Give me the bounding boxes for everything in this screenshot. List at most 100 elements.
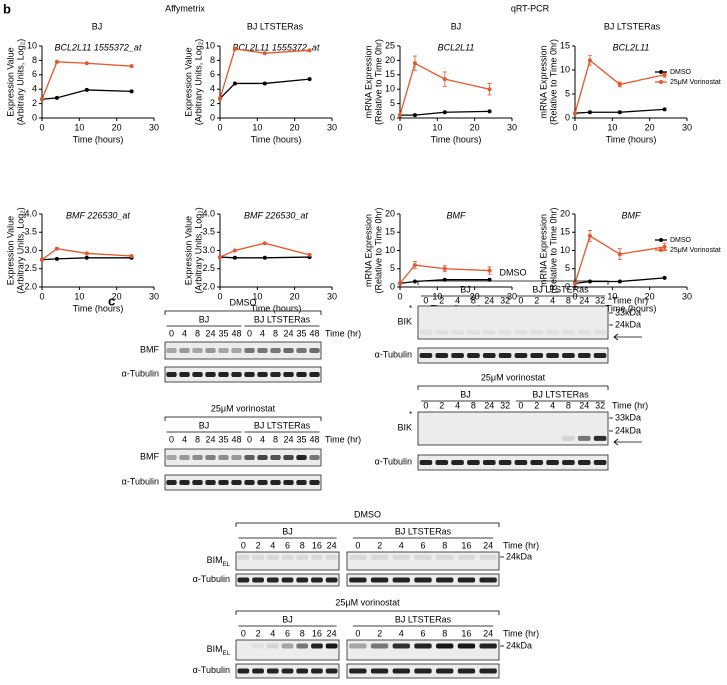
point [587,279,592,284]
series-line [574,277,665,284]
blot-title: 25μM vorinostat [211,403,276,413]
row-label-text: BIK [397,423,412,433]
y-axis-label: Expression Value [183,47,193,116]
lane-label: 24 [283,434,293,444]
band [435,436,448,441]
y-tick-label: 15 [385,69,395,79]
point [232,46,237,51]
band [266,554,279,560]
point [232,248,237,253]
band [205,372,216,377]
blot-membrane [164,448,322,467]
group-label: BJ [199,314,210,324]
y-tick-label: 5 [565,88,570,98]
lane-label: 0 [241,628,246,638]
band [311,668,323,674]
series-line [574,108,665,114]
band [457,643,476,649]
legend-marker [659,70,663,74]
row-label-text: α-Tubulin [375,457,412,467]
blot-title: 25μM vorinostat [481,372,546,382]
band [482,460,496,465]
band [311,643,323,649]
band [237,554,250,560]
band [231,372,242,377]
band [546,353,559,358]
time-label: Time (hr) [503,540,539,550]
bracket [235,610,500,615]
lane-label: 0 [247,328,252,338]
band [296,348,307,353]
y-tick-label: 15 [560,227,570,237]
x-tick-label: 10 [74,122,84,132]
lane-label: 16 [312,540,322,550]
x-tick-label: 20 [112,291,122,301]
y-tick-label: 10 [385,245,395,255]
x-tick-label: 10 [252,291,262,301]
band [309,455,320,460]
lane-label: 4 [182,328,187,338]
y-tick-label: 0 [390,112,395,122]
lane-label: 2 [534,295,539,305]
band [349,643,367,649]
blot-membrane [235,639,340,661]
band [166,372,177,377]
row-label: α-Tubulin [375,457,412,467]
band [283,480,294,485]
band [166,455,177,460]
blot-title: 25μM vorinostat [335,597,400,607]
lane-label: 6 [285,628,290,638]
y-tick-label: 10 [560,245,570,255]
x-axis-label: Time (hours) [606,134,657,144]
y-axis-label: (Relative to Time 0hr) [373,207,383,293]
y-axis-label: (Arbitrary Units, Log₂) [15,207,25,294]
blot-title: DMSO [500,267,527,277]
band [414,668,432,674]
y-tick-label: 4.0 [24,208,37,218]
x-tick-label: 10 [74,291,84,301]
band [414,554,432,560]
band [457,668,476,674]
band [479,577,497,583]
panel-label: c [108,293,115,308]
band [266,577,279,583]
x-tick-label: 30 [327,122,337,132]
point [412,113,417,118]
asterisk: * [409,410,412,419]
row-label-text: BMF [140,452,160,462]
point [307,77,312,82]
point [487,268,492,273]
band [530,436,543,441]
band [270,455,281,460]
x-axis-label: Time (hours) [73,134,124,144]
band [370,554,389,560]
band [231,480,242,485]
band [479,643,497,649]
lane-label: 0 [169,328,174,338]
band [483,436,496,441]
blot-membrane [417,305,609,340]
lane-label: 32 [500,400,510,410]
lane-label: 24 [327,540,337,550]
group-label: BJ LTSTERas [395,614,452,624]
y-tick-label: 8 [210,55,215,65]
lane-label: 0 [355,540,360,550]
band [577,329,591,335]
lane-label: 2 [377,540,382,550]
point [587,110,592,115]
lane-label: 4 [455,400,460,410]
legend-label: 25μM Vorinostat [670,79,721,86]
band [436,554,454,560]
lane-label: 6 [420,540,425,550]
band [192,455,203,460]
band [435,353,449,358]
column-header: BJ LTSTERas [604,21,661,31]
blot-membrane [417,347,609,364]
x-tick-label: 0 [397,122,402,132]
group-label: BJ LTSTERas [254,314,311,324]
x-tick-label: 30 [682,291,692,301]
band [530,460,544,465]
chart-title: BCL2L11 [438,42,475,52]
band [237,644,249,649]
y-tick-label: 2.5 [202,263,215,273]
